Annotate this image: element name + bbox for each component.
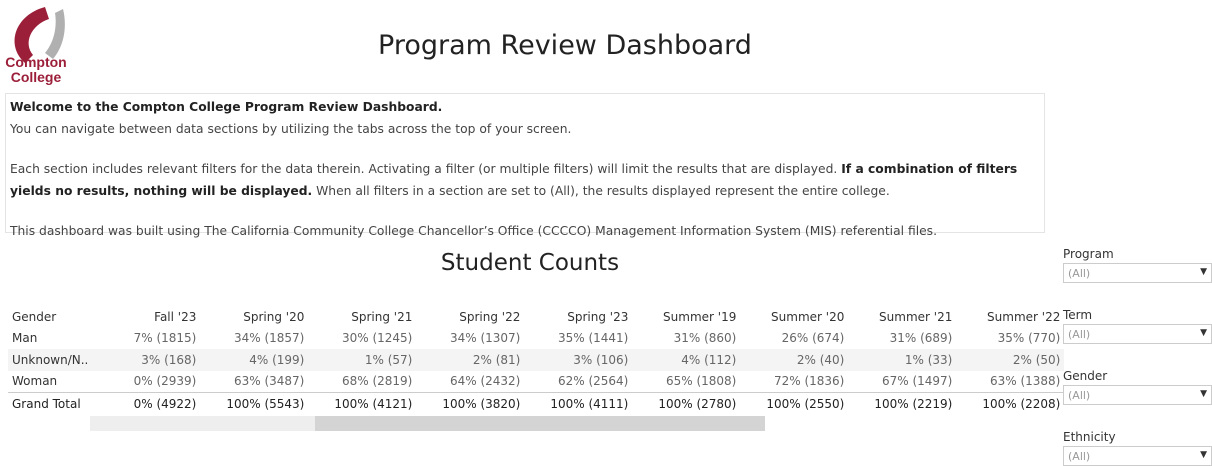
title: Program Review Dashboard: [378, 30, 752, 61]
text: When all filters in a section are set to…: [312, 184, 890, 198]
column-header: Summer '22: [987, 309, 1061, 324]
dropdown-arrow: ▼: [1200, 389, 1207, 399]
dropdown-arrow: ▼: [1200, 328, 1207, 338]
filter-value: (All): [1068, 328, 1091, 341]
column-header: Summer '21: [879, 309, 953, 324]
cell: 34% (1307): [449, 331, 521, 346]
cell: 67% (1497): [881, 374, 953, 389]
cell: Woman: [12, 374, 58, 389]
column-header: Fall '23: [154, 309, 197, 324]
cell: 4% (199): [200, 349, 309, 371]
cell: 100% (5543): [200, 392, 309, 415]
cell: 35% (770): [997, 331, 1061, 346]
cell: 31% (860): [673, 331, 737, 346]
column-header: Spring '23: [567, 309, 629, 324]
cell: 0% (2939): [133, 374, 197, 389]
row: Woman 0% (2939) 63% (3487) 68% (2819) 64% (2…: [8, 371, 1064, 393]
logo-text: Compton: [5, 54, 66, 70]
cell: 2% (81): [416, 349, 525, 371]
cell: 4% (112): [632, 349, 741, 371]
intro-line: This dashboard was built using The Calif…: [10, 224, 937, 238]
cell: 68% (2819): [341, 374, 413, 389]
text: Each section includes relevant filters f…: [10, 162, 842, 176]
column-header: Summer '20: [771, 309, 845, 324]
filter-label: Term: [1063, 308, 1093, 322]
cell: 3% (168): [92, 349, 201, 371]
filter-dropdown[interactable]: (All) ▼: [1063, 446, 1212, 466]
cell: 100% (2550): [740, 392, 849, 415]
intro-line: Welcome to the Compton College Program R…: [10, 100, 443, 114]
filter-dropdown[interactable]: (All) ▼: [1063, 263, 1212, 283]
header-row: Gender Fall '23 Spring '20 Spring '21 Spring…: [8, 306, 1064, 328]
cell: 3% (106): [524, 349, 633, 371]
filter-label: Ethnicity: [1063, 430, 1116, 444]
column-header: Spring '22: [459, 309, 521, 324]
cell: 30% (1245): [341, 331, 413, 346]
row: Man 7% (1815) 34% (1857) 30% (1245) 34% (130…: [8, 328, 1064, 350]
filter-label: Program: [1063, 247, 1114, 261]
cell: 100% (2208): [956, 392, 1065, 415]
scrollbar-thumb[interactable]: [315, 416, 765, 431]
cell: 1% (57): [308, 349, 417, 371]
filter-value: (All): [1068, 389, 1091, 402]
cell: 1% (33): [848, 349, 957, 371]
cell: 63% (3487): [233, 374, 305, 389]
filter-value: (All): [1068, 450, 1091, 463]
cell: Grand Total: [8, 392, 93, 415]
cell: 65% (1808): [665, 374, 737, 389]
cell: 100% (4111): [524, 392, 633, 415]
column-header: Spring '21: [351, 309, 413, 324]
cell: 34% (1857): [233, 331, 305, 346]
cell: 35% (1441): [557, 331, 629, 346]
logo: Compton College: [5, 7, 67, 85]
cell: 26% (674): [781, 331, 845, 346]
cell: 2% (50): [956, 349, 1065, 371]
cell: 7% (1815): [133, 331, 197, 346]
cell: 100% (4121): [308, 392, 417, 415]
column-header: Gender: [12, 309, 57, 324]
cell: 64% (2432): [449, 374, 521, 389]
cell: Man: [12, 331, 38, 346]
table-title: Student Counts: [440, 250, 620, 276]
cell: 0% (4922): [92, 392, 201, 415]
cell: 62% (2564): [557, 374, 629, 389]
cell: 63% (1388): [989, 374, 1061, 389]
logo-shape: [14, 7, 49, 63]
filter-dropdown[interactable]: (All) ▼: [1063, 385, 1212, 405]
cell: 2% (40): [740, 349, 849, 371]
cell: 100% (2219): [848, 392, 957, 415]
logo-shape: [45, 9, 65, 59]
cell: 100% (2780): [632, 392, 741, 415]
intro: Welcome to the Compton College Program R…: [5, 93, 1045, 238]
filter-value: (All): [1068, 267, 1091, 280]
dropdown-arrow: ▼: [1200, 267, 1207, 277]
intro-paragraph: Each section includes relevant filters f…: [10, 158, 1040, 202]
logo-text: College: [11, 69, 62, 85]
text: If a combination of filters yields no re…: [10, 162, 1018, 198]
cell: 31% (689): [889, 331, 953, 346]
intro-line: You can navigate between data sections b…: [10, 122, 572, 136]
row: Grand Total 0% (4922) 100% (5543) 100% (412…: [8, 392, 1065, 415]
filter-dropdown[interactable]: (All) ▼: [1063, 324, 1212, 344]
column-header: Spring '20: [243, 309, 305, 324]
column-header: Summer '19: [663, 309, 737, 324]
cell: 72% (1836): [773, 374, 845, 389]
dropdown-arrow: ▼: [1200, 450, 1207, 460]
cell: Unknown/N..: [8, 349, 93, 371]
cell: 100% (3820): [416, 392, 525, 415]
row: Unknown/N.. 3% (168) 4% (199) 1% (57) 2% (81…: [8, 349, 1065, 371]
filter-label: Gender: [1063, 369, 1108, 383]
table: Gender Fall '23 Spring '20 Spring '21 Spring…: [8, 306, 1065, 415]
